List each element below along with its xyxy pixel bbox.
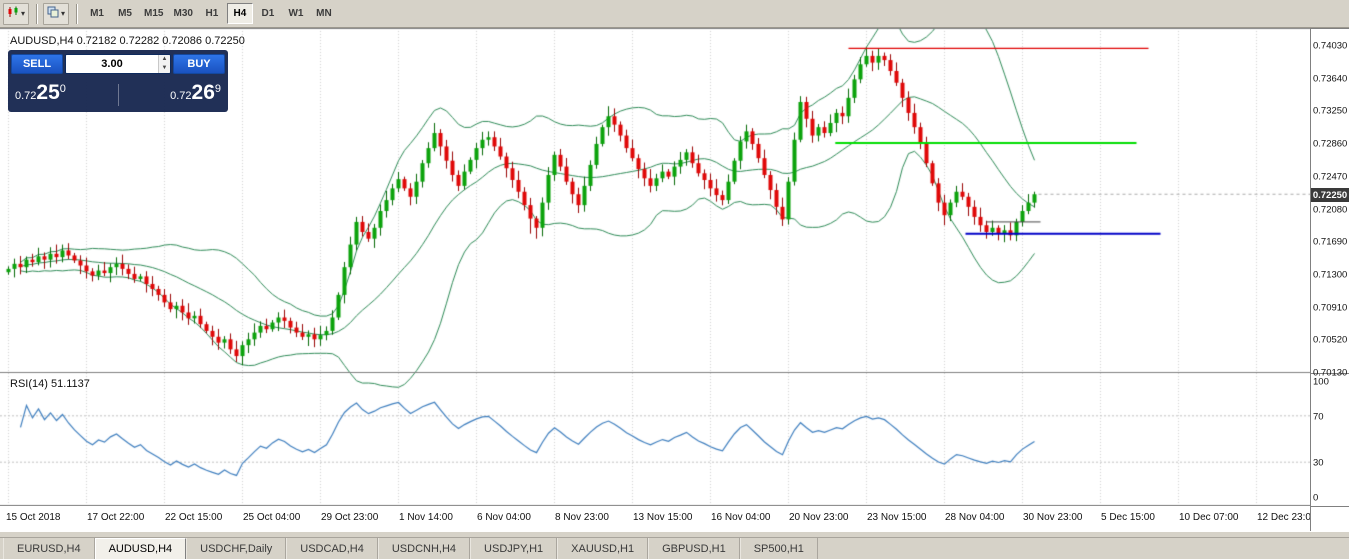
- timeframe-button-d1[interactable]: D1: [255, 3, 281, 24]
- timeframe-button-m15[interactable]: M15: [140, 3, 167, 24]
- time-axis-label: 1 Nov 14:00: [399, 512, 453, 523]
- time-axis[interactable]: 15 Oct 2018 17 Oct 22:00 22 Oct 15:00 25 Oc…: [0, 506, 1310, 531]
- time-axis-label: 10 Dec 07:00: [1179, 512, 1239, 523]
- chart-window: AUDUSD,H4 0.72182 0.72282 0.72086 0.7225…: [0, 28, 1349, 531]
- pane-separator: [1311, 506, 1349, 507]
- price-scale-label: 0.72860: [1313, 138, 1348, 150]
- chart-tab-bar: EURUSD,H4 AUDUSD,H4 USDCHF,Daily USDCAD,H4 U…: [0, 537, 1349, 559]
- timeframe-button-m1[interactable]: M1: [84, 3, 110, 24]
- timeframe-button-mn[interactable]: MN: [311, 3, 337, 24]
- price-scale-label: 0.71300: [1313, 269, 1348, 281]
- rsi-scale-label: 100: [1313, 376, 1329, 388]
- time-axis-label: 28 Nov 04:00: [945, 512, 1005, 523]
- bid-price-pips: 25: [36, 81, 60, 104]
- time-axis-label: 13 Nov 15:00: [633, 512, 693, 523]
- bid-price: 0.72 25 0: [15, 82, 66, 106]
- buy-button[interactable]: BUY: [173, 54, 225, 74]
- price-scale-label: 0.70910: [1313, 302, 1348, 314]
- time-axis-label: 23 Nov 15:00: [867, 512, 927, 523]
- timeframe-button-m30[interactable]: M30: [169, 3, 196, 24]
- ask-price-pips: 26: [191, 81, 215, 104]
- time-axis-label: 16 Nov 04:00: [711, 512, 771, 523]
- window-layout-icon: [47, 6, 59, 21]
- chart-tab-gbpusd[interactable]: GBPUSD,H1: [648, 538, 740, 559]
- volume-spinner[interactable]: ▲ ▼: [158, 55, 170, 73]
- price-scale-label: 0.74030: [1313, 40, 1348, 52]
- time-axis-label: 25 Oct 04:00: [243, 512, 301, 523]
- ask-price-prefix: 0.72: [170, 90, 192, 102]
- chart-tab-audusd[interactable]: AUDUSD,H4: [94, 538, 187, 559]
- time-axis-label: 29 Oct 23:00: [321, 512, 379, 523]
- price-scale-label: 0.73250: [1313, 105, 1348, 117]
- chart-tab-sp500[interactable]: SP500,H1: [739, 538, 818, 559]
- candlestick-chart-icon: [7, 6, 19, 21]
- spinner-down-icon[interactable]: ▼: [159, 64, 170, 73]
- chevron-down-icon: ▾: [21, 8, 26, 18]
- timeframe-button-h4[interactable]: H4: [226, 3, 253, 24]
- price-scale-label: 0.70130: [1313, 367, 1348, 379]
- time-axis-label: 6 Nov 04:00: [477, 512, 531, 523]
- time-axis-label: 30 Nov 23:00: [1023, 512, 1083, 523]
- ask-price-point: 9: [214, 83, 221, 95]
- time-axis-label: 20 Nov 23:00: [789, 512, 849, 523]
- price-scale-label: 0.70520: [1313, 334, 1348, 346]
- timeframe-button-m5[interactable]: M5: [112, 3, 138, 24]
- pane-separator: [1311, 373, 1349, 374]
- spinner-up-icon[interactable]: ▲: [159, 55, 170, 64]
- sell-button[interactable]: SELL: [11, 54, 63, 74]
- price-scale-label: 0.73640: [1313, 73, 1348, 85]
- ask-price: 0.72 26 9: [170, 82, 221, 106]
- toolbar-separator: [36, 3, 39, 24]
- time-axis-label: 15 Oct 2018: [6, 512, 61, 523]
- price-scale-label: 0.71690: [1313, 236, 1348, 248]
- chart-tab-xauusd[interactable]: XAUUSD,H1: [557, 538, 649, 559]
- current-price-badge: 0.72250: [1311, 188, 1349, 202]
- chart-tab-usdjpy[interactable]: USDJPY,H1: [470, 538, 558, 559]
- time-axis-label: 8 Nov 23:00: [555, 512, 609, 523]
- timeframe-button-w1[interactable]: W1: [283, 3, 309, 24]
- volume-stepper[interactable]: ▲ ▼: [65, 54, 171, 74]
- time-axis-label: 5 Dec 15:00: [1101, 512, 1155, 523]
- status-strip: [0, 531, 1349, 538]
- bid-price-prefix: 0.72: [15, 90, 37, 102]
- rsi-scale-label: 70: [1313, 411, 1324, 423]
- time-axis-label: 12 Dec 23:00: [1257, 512, 1310, 523]
- chevron-down-icon: ▾: [61, 8, 66, 18]
- rsi-indicator-label: RSI(14) 51.1137: [10, 378, 90, 390]
- toolbar-separator: [76, 3, 79, 24]
- time-axis-label: 22 Oct 15:00: [165, 512, 223, 523]
- price-scale[interactable]: 0.72250 0.74030 0.73640 0.73250 0.72860 0.72…: [1310, 28, 1349, 531]
- chart-title: AUDUSD,H4 0.72182 0.72282 0.72086 0.7225…: [10, 35, 245, 47]
- profiles-button[interactable]: ▾: [43, 2, 70, 25]
- bid-ask-divider: [117, 84, 119, 106]
- top-toolbar: ▾ ▾ M1 M5 M15 M30 H1 H4 D1 W1 MN: [0, 0, 1349, 28]
- chart-tab-eurusd[interactable]: EURUSD,H4: [3, 538, 95, 559]
- rsi-scale-label: 0: [1313, 492, 1319, 504]
- price-scale-label: 0.72470: [1313, 171, 1348, 183]
- new-chart-button[interactable]: ▾: [3, 2, 30, 25]
- bid-price-point: 0: [59, 83, 66, 95]
- timeframe-button-h1[interactable]: H1: [199, 3, 225, 24]
- time-axis-label: 17 Oct 22:00: [87, 512, 145, 523]
- timeframe-toolbar: M1 M5 M15 M30 H1 H4 D1 W1 MN: [83, 3, 338, 24]
- chart-tab-usdcnh[interactable]: USDCNH,H4: [377, 538, 471, 559]
- chart-tab-usdchf[interactable]: USDCHF,Daily: [186, 538, 287, 559]
- rsi-scale-label: 30: [1313, 457, 1324, 469]
- chart-tab-usdcad[interactable]: USDCAD,H4: [286, 538, 378, 559]
- price-scale-label: 0.72080: [1313, 204, 1348, 215]
- volume-input[interactable]: [66, 55, 158, 73]
